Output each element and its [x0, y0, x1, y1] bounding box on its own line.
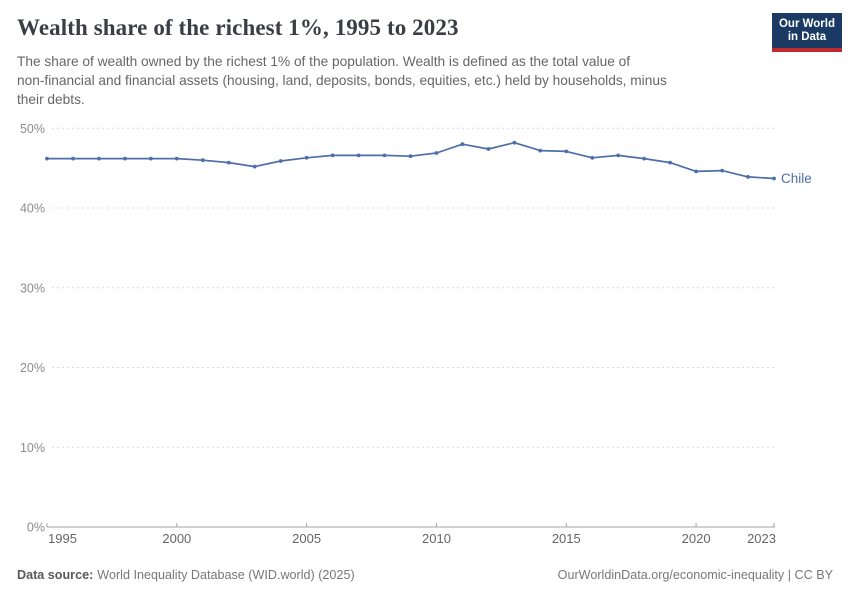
data-point — [590, 155, 595, 160]
x-axis-tick-label: 2023 — [747, 531, 776, 546]
data-point — [512, 140, 517, 145]
owid-logo-line2: in Data — [787, 31, 827, 43]
owid-logo-line1: Our World — [778, 18, 835, 30]
x-axis-tick-label: 2015 — [552, 531, 581, 546]
data-point — [45, 156, 49, 161]
x-axis-tick-label: 2010 — [422, 531, 451, 546]
data-point — [200, 158, 205, 163]
data-point — [382, 153, 387, 158]
subtitle-line-1: The share of wealth owned by the richest… — [17, 54, 631, 69]
data-point — [149, 156, 153, 161]
chile-series-line — [46, 141, 775, 180]
data-source-label: Data source: — [17, 568, 94, 582]
y-axis-tick-label: 0% — [27, 521, 45, 535]
data-point — [694, 169, 698, 174]
data-point — [71, 156, 75, 161]
x-axis-tick-label: 2000 — [162, 531, 191, 546]
data-point — [356, 153, 361, 158]
owid-logo: Our World in Data — [771, 13, 842, 52]
y-axis-tick-label: 20% — [20, 361, 45, 375]
subtitle-line-2: non-financial and financial assets (hous… — [17, 73, 667, 88]
data-point — [123, 156, 127, 161]
x-axis-tick-label: 1995 — [48, 531, 77, 546]
data-point — [538, 148, 543, 153]
data-point — [564, 149, 569, 154]
x-axis-tick-label: 2020 — [682, 531, 711, 546]
data-source-text: World Inequality Database (WID.world) (2… — [97, 568, 355, 582]
data-point — [746, 175, 750, 179]
data-point — [486, 147, 491, 151]
data-point — [408, 154, 413, 159]
data-point — [252, 164, 257, 169]
entity-label-chile: Chile — [781, 171, 812, 186]
data-point — [460, 142, 465, 147]
line-chart: 0% 10% 20% 30% 40% 50% 1995 2000 2005 2010 2015 202… — [20, 122, 812, 546]
chart-title: Wealth share of the richest 1%, 1995 to … — [17, 15, 459, 40]
data-point — [720, 168, 724, 173]
data-point — [278, 159, 283, 163]
data-point — [304, 155, 309, 160]
data-point — [772, 176, 776, 181]
y-axis-tick-label: 40% — [20, 202, 45, 216]
data-point — [434, 151, 439, 155]
chart-footer: Data source: World Inequality Database (W… — [17, 567, 833, 583]
data-point — [226, 160, 231, 165]
data-point — [174, 156, 179, 161]
data-source: Data source: World Inequality Database (W… — [17, 567, 355, 583]
data-point — [616, 153, 621, 158]
y-axis-tick-label: 10% — [20, 441, 45, 455]
subtitle-line-3: their debts. — [17, 92, 85, 107]
data-point — [97, 156, 101, 161]
data-point — [668, 160, 672, 165]
chart-subtitle: The share of wealth owned by the richest… — [17, 52, 667, 109]
data-point — [642, 156, 647, 161]
credit-line: OurWorldinData.org/economic-inequality |… — [557, 568, 833, 582]
y-axis-tick-label: 30% — [20, 281, 45, 295]
data-point — [330, 153, 335, 158]
y-axis-tick-label: 50% — [20, 122, 45, 136]
x-axis-tick-label: 2005 — [292, 531, 321, 546]
